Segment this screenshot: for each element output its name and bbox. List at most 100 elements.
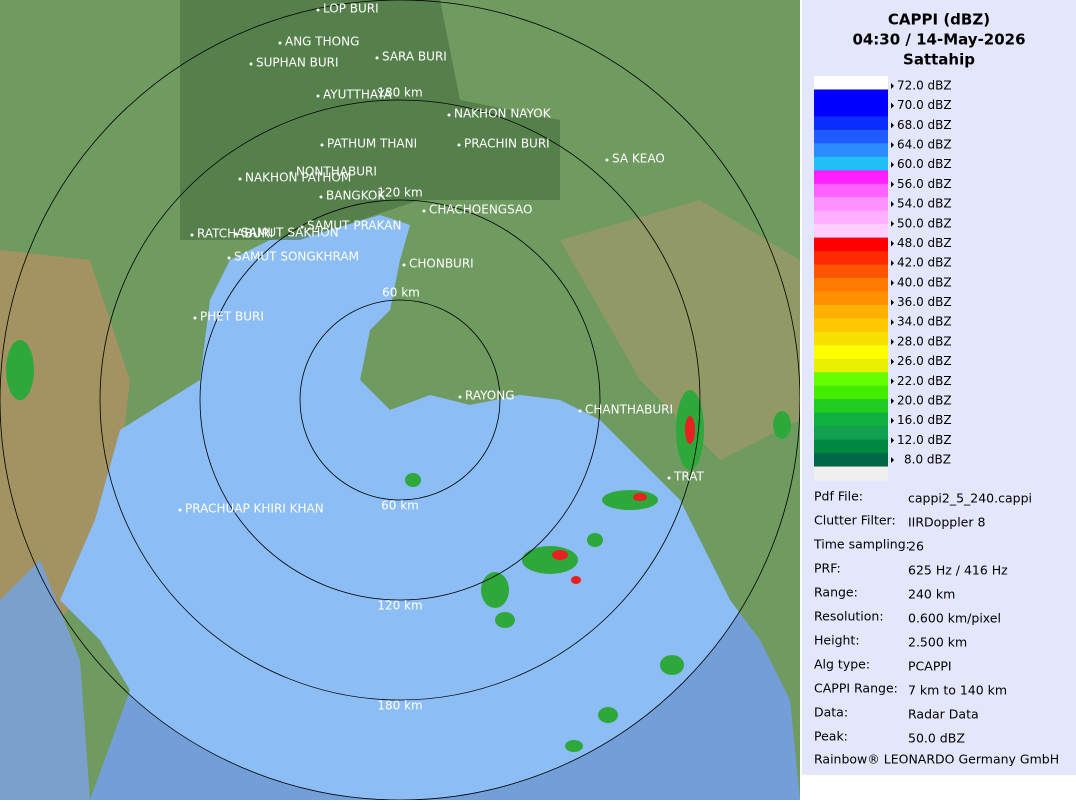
city-dot <box>375 56 379 60</box>
city-label: PRACHUAP KHIRI KHAN <box>185 502 324 516</box>
info-value: 7 km to 140 km <box>908 683 1007 698</box>
legend-label: 48.0 dBZ <box>897 236 952 250</box>
city-dot <box>193 316 197 320</box>
city-dot <box>605 158 609 162</box>
legend-swatch <box>814 156 888 171</box>
legend-swatch <box>814 278 888 292</box>
legend-label: 36.0 dBZ <box>897 295 952 309</box>
info-value: 625 Hz / 416 Hz <box>908 563 1008 578</box>
info-label: Range: <box>814 585 858 600</box>
city-dot <box>300 225 304 229</box>
legend-label: 22.0 dBZ <box>897 374 952 388</box>
legend-swatch <box>814 385 888 400</box>
city-dot <box>667 476 671 480</box>
panel-title: CAPPI (dBZ) <box>888 11 990 29</box>
legend-label: 72.0 dBZ <box>897 79 952 93</box>
info-label: PRF: <box>814 561 841 576</box>
legend-label: 26.0 dBZ <box>897 354 952 368</box>
city-dot <box>238 177 242 181</box>
city-dot <box>190 233 194 237</box>
legend-tick <box>891 122 894 129</box>
legend-label: 34.0 dBZ <box>897 315 952 329</box>
info-label: Time sampling: <box>813 537 910 552</box>
legend-label: 64.0 dBZ <box>897 138 952 152</box>
legend-swatch <box>814 197 888 212</box>
legend-swatch <box>814 76 888 90</box>
legend-swatch <box>814 372 888 387</box>
legend-swatch <box>814 183 888 198</box>
legend-tick <box>891 161 894 168</box>
info-label: Resolution: <box>814 609 884 624</box>
legend-swatch <box>814 89 888 104</box>
info-label: CAPPI Range: <box>814 681 898 696</box>
legend-swatch <box>814 412 888 427</box>
sea-in-range <box>60 215 800 800</box>
city-label: SA KEAO <box>612 152 665 166</box>
info-label: Pdf File: <box>814 489 863 504</box>
legend-label: 16.0 dBZ <box>897 413 952 427</box>
info-value: PCAPPI <box>908 659 952 674</box>
legend-tick <box>891 181 894 188</box>
city-label: LOP BURI <box>323 2 379 16</box>
legend-swatch <box>814 251 888 266</box>
info-value: cappi2_5_240.cappi <box>908 491 1032 506</box>
legend-label: 60.0 dBZ <box>897 157 952 171</box>
city-label: NAKHON PATHOM <box>245 171 351 185</box>
legend-swatch <box>814 237 888 252</box>
info-label: Height: <box>814 633 860 648</box>
city-dot <box>234 232 238 236</box>
legend-swatch <box>814 399 888 414</box>
city-label: ANG THONG <box>285 35 359 49</box>
legend-tick <box>891 378 894 385</box>
range-rings <box>0 0 800 800</box>
info-label: Data: <box>814 705 848 720</box>
city-dot <box>227 256 231 260</box>
city-label: NONTHABURI <box>296 165 377 179</box>
city-dot <box>422 209 426 213</box>
info-label: Peak: <box>814 729 848 744</box>
legend-label: 40.0 dBZ <box>897 275 952 289</box>
legend-tick <box>891 417 894 424</box>
legend-tick <box>891 358 894 365</box>
city-label: PRACHIN BURI <box>464 137 550 151</box>
legend-label: 42.0 dBZ <box>897 256 952 270</box>
city-dot <box>316 8 320 12</box>
city-label: TRAT <box>673 470 704 484</box>
legend-tick <box>891 260 894 267</box>
legend-swatch <box>814 304 888 319</box>
ring-label: 60 km <box>381 499 419 513</box>
city-label: SUPHAN BURI <box>256 56 339 70</box>
legend-tick <box>891 220 894 227</box>
legend-swatch <box>814 453 888 468</box>
city-dot <box>402 263 406 267</box>
highland <box>560 200 800 460</box>
legend-swatch <box>814 466 888 481</box>
legend-tick <box>891 102 894 109</box>
city-label: BANGKOK <box>326 189 386 203</box>
info-value: 26 <box>908 539 924 554</box>
ring-label: 180 km <box>377 699 422 713</box>
city-label: AYUTTHAYA <box>323 88 393 102</box>
city-dot <box>457 143 461 147</box>
city-label: PHET BURI <box>200 310 264 324</box>
legend-tick <box>891 142 894 149</box>
legend-swatch <box>814 102 888 117</box>
city-label: SARA BURI <box>382 50 447 64</box>
sea-west <box>0 560 90 800</box>
legend-label: 20.0 dBZ <box>897 393 952 407</box>
ring-label: 120 km <box>377 186 422 200</box>
city-label: CHANTHABURI <box>585 403 673 417</box>
info-value: 50.0 dBZ <box>908 731 965 746</box>
city-label: RAYONG <box>465 389 515 403</box>
legend-swatch <box>814 116 888 131</box>
info-label: Alg type: <box>814 657 870 672</box>
city-label: SAMUT SAKHON <box>241 226 339 240</box>
city-label: SAMUT SONGKHRAM <box>234 250 359 264</box>
legend-label: 8.0 dBZ <box>904 453 951 467</box>
city-dot <box>249 62 253 66</box>
info-value: Radar Data <box>908 707 979 722</box>
city-layer: LOP BURI ANG THONG SARA BURI SUPHAN BURI AYU… <box>178 2 704 516</box>
city-label: CHACHOENGSAO <box>429 203 532 217</box>
legend-swatch <box>814 331 888 346</box>
ring-label: 60 km <box>382 286 420 300</box>
